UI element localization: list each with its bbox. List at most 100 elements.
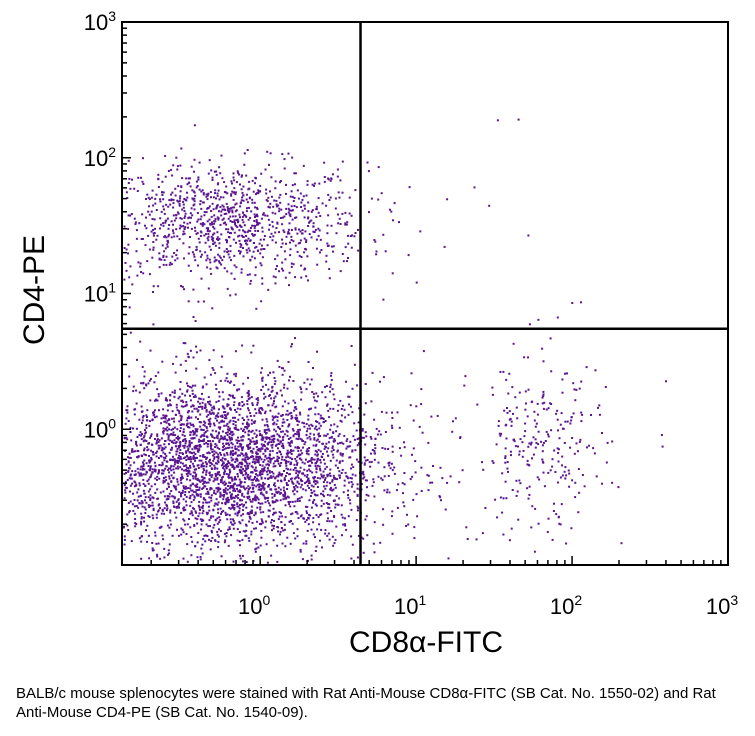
data-point — [192, 471, 195, 474]
data-point — [184, 359, 187, 362]
data-point — [275, 444, 277, 447]
data-point — [246, 444, 249, 447]
data-point — [523, 435, 526, 438]
data-point — [498, 432, 501, 435]
data-point — [179, 217, 182, 220]
data-point — [391, 411, 393, 414]
data-point — [580, 301, 582, 304]
data-point — [330, 224, 333, 227]
data-point — [328, 268, 331, 270]
data-point — [276, 359, 279, 362]
data-point — [286, 495, 289, 498]
data-point — [345, 447, 348, 450]
data-point — [312, 230, 315, 233]
data-point — [209, 191, 212, 194]
data-point — [476, 403, 479, 406]
data-point — [242, 185, 245, 188]
data-point — [199, 218, 202, 221]
data-point — [212, 196, 215, 199]
data-point — [170, 236, 173, 239]
data-point — [255, 458, 258, 461]
data-point — [217, 461, 220, 464]
data-point — [233, 219, 236, 222]
data-point — [347, 242, 350, 245]
data-point — [335, 525, 338, 528]
data-point — [286, 453, 289, 456]
data-point — [143, 499, 146, 502]
data-point — [284, 496, 287, 499]
data-point — [296, 189, 299, 192]
data-point — [247, 376, 249, 379]
data-point — [151, 501, 154, 504]
data-point — [189, 349, 192, 352]
data-point — [296, 475, 299, 478]
data-point — [250, 530, 253, 533]
data-point — [475, 538, 478, 541]
data-point — [559, 523, 562, 526]
data-point — [272, 462, 275, 465]
data-point — [216, 434, 219, 437]
data-point — [141, 238, 144, 240]
data-point — [206, 429, 209, 432]
data-point — [268, 438, 271, 441]
data-point — [332, 431, 335, 434]
data-point — [263, 467, 265, 470]
data-point — [503, 409, 506, 412]
data-point — [201, 462, 204, 465]
data-point — [254, 229, 257, 232]
data-point — [252, 242, 255, 244]
data-point — [143, 492, 146, 495]
data-point — [231, 227, 233, 230]
data-point — [196, 444, 199, 447]
data-point — [123, 535, 126, 538]
data-point — [564, 372, 566, 375]
data-point — [156, 475, 159, 478]
data-point — [148, 379, 151, 382]
data-point — [146, 524, 149, 527]
data-point — [255, 177, 257, 180]
data-point — [585, 366, 588, 369]
data-point — [141, 416, 144, 419]
data-point — [283, 489, 285, 492]
data-point — [193, 525, 196, 527]
data-point — [287, 207, 290, 210]
data-point — [597, 406, 599, 409]
data-point — [274, 500, 277, 503]
data-point — [289, 442, 291, 445]
data-point — [168, 467, 170, 470]
data-point — [508, 372, 511, 375]
data-point — [335, 495, 338, 497]
data-point — [225, 447, 227, 450]
data-point — [213, 214, 216, 217]
data-point — [196, 447, 199, 450]
data-point — [208, 472, 211, 474]
data-point — [185, 487, 188, 490]
data-point — [206, 443, 209, 445]
figure-caption: BALB/c mouse splenocytes were stained wi… — [16, 685, 716, 721]
data-point — [150, 210, 153, 213]
data-point — [288, 424, 290, 427]
data-point — [291, 480, 294, 483]
data-point — [181, 491, 184, 494]
data-point — [527, 497, 530, 500]
data-point — [601, 432, 603, 434]
data-point — [337, 404, 340, 407]
data-point — [175, 254, 178, 257]
data-point — [142, 482, 145, 485]
data-point — [229, 419, 232, 422]
data-point — [265, 383, 267, 386]
data-point — [212, 226, 215, 228]
data-point — [149, 467, 152, 470]
data-point — [136, 456, 139, 458]
data-point — [374, 447, 377, 450]
data-point — [194, 475, 197, 477]
data-point — [140, 523, 143, 526]
data-point — [224, 489, 227, 492]
data-point — [195, 345, 197, 348]
data-point — [251, 500, 254, 503]
data-point — [427, 441, 430, 444]
data-point — [232, 198, 235, 201]
data-point — [507, 470, 509, 473]
data-point — [254, 215, 257, 217]
data-point — [327, 517, 329, 520]
